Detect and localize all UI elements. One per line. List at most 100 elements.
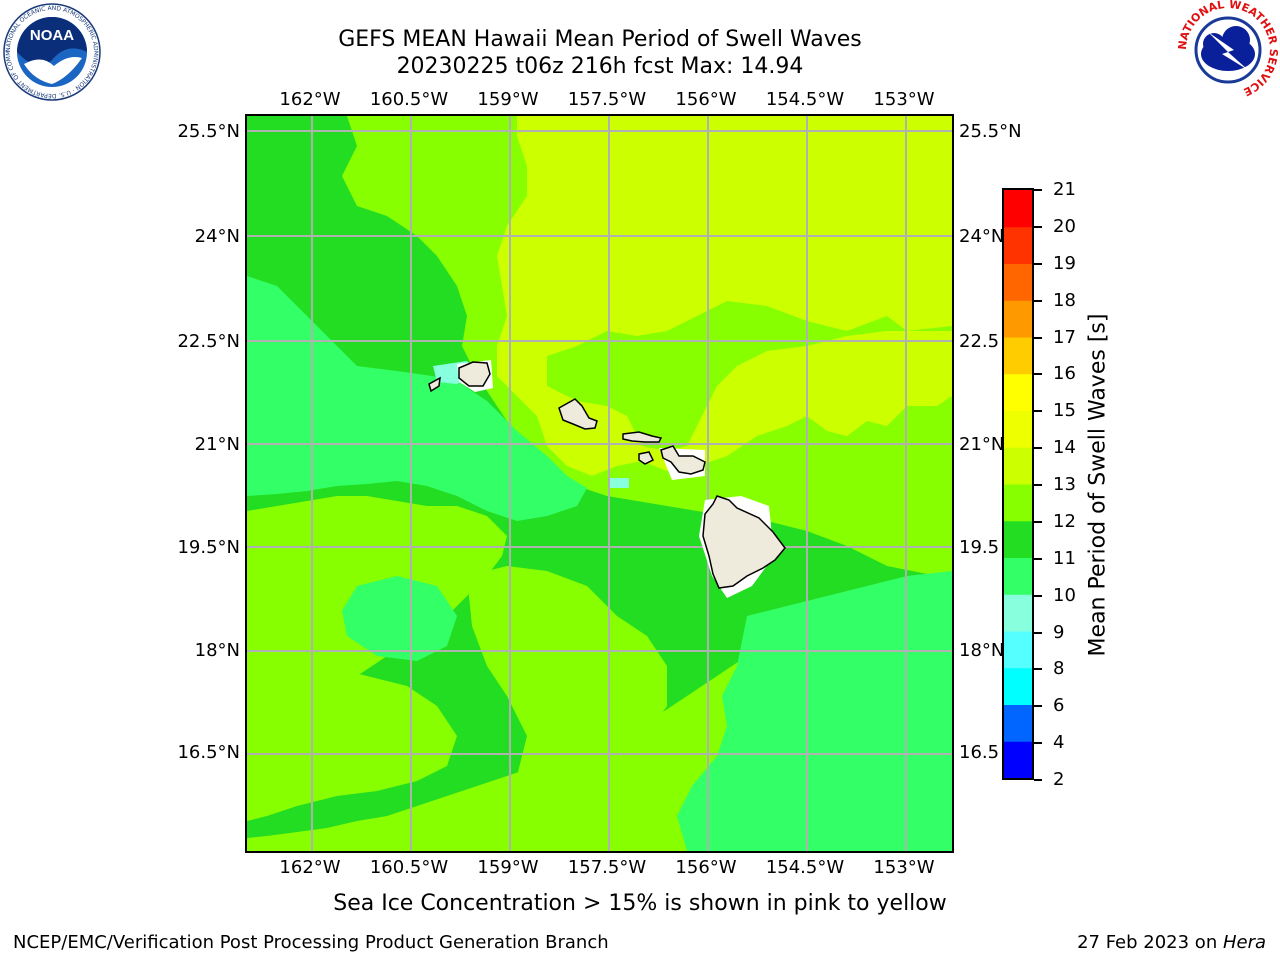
nws-logo: NATIONAL WEATHER SERVICE <box>1178 0 1278 98</box>
lon-label-bottom: 160.5°W <box>369 857 449 878</box>
lat-label-left: 21°N <box>194 434 240 455</box>
footer-date: 27 Feb 2023 on Hera <box>1077 932 1266 953</box>
colorbar-segment <box>1004 667 1032 705</box>
colorbar-tick-label: 8 <box>1053 658 1065 680</box>
colorbar-tick-label: 10 <box>1053 584 1076 606</box>
lon-label-top: 154.5°W <box>765 89 845 110</box>
colorbar-segment <box>1004 631 1032 669</box>
colorbar-tick-label: 12 <box>1053 510 1076 532</box>
colorbar-tick-label: 13 <box>1053 474 1076 495</box>
colorbar-segment <box>1004 741 1032 779</box>
lon-label-top: 156°W <box>675 89 737 110</box>
colorbar-segment <box>1004 300 1032 338</box>
colorbar-scale <box>1004 190 1032 779</box>
lon-label-bottom: 153°W <box>873 857 935 878</box>
colorbar-tick-label: 15 <box>1053 400 1076 422</box>
lon-label-bottom: 154.5°W <box>765 857 845 878</box>
lat-label-right: 19.5 <box>959 537 1000 558</box>
lat-label-left: 22.5°N <box>177 331 240 352</box>
colorbar-tick-mark <box>1034 557 1042 560</box>
colorbar-tick-mark <box>1034 410 1042 413</box>
colorbar-tick-mark <box>1034 594 1042 597</box>
colorbar-tick-label: 18 <box>1053 289 1076 311</box>
colorbar-segment <box>1004 447 1032 485</box>
colorbar-tick-mark <box>1034 447 1042 450</box>
lon-label-bottom: 159°W <box>477 857 539 878</box>
lat-label-right: 16.5 <box>959 742 1000 763</box>
chart-subtitle: 20230225 t06z 216h fcst Max: 14.94 <box>396 54 804 79</box>
lon-label-bottom: 162°W <box>279 857 341 878</box>
swell-period-map <box>247 116 952 851</box>
lat-label-right: 25.5°N <box>959 121 1022 142</box>
island-niihau <box>428 376 441 393</box>
colorbar-tick-label: 9 <box>1053 621 1065 643</box>
colorbar-tick-mark <box>1034 189 1042 191</box>
colorbar-tick-label: 21 <box>1053 179 1076 200</box>
lat-label-right: 21°N <box>959 434 1005 455</box>
colorbar-tick-mark <box>1034 299 1042 302</box>
lat-label-right: 24°N <box>959 226 1005 247</box>
noaa-logo-text: NOAA <box>30 27 74 44</box>
colorbar-segment <box>1004 520 1032 558</box>
hawaiian-islands <box>428 361 786 589</box>
colorbar-tick-label: 16 <box>1053 363 1076 385</box>
island-oahu <box>558 398 598 430</box>
colorbar-tick-label: 6 <box>1053 695 1065 717</box>
lat-label-left: 24°N <box>194 226 240 247</box>
colorbar-tick-mark <box>1034 520 1042 523</box>
colorbar-segment <box>1004 704 1032 742</box>
colorbar-tick-label: 17 <box>1053 326 1076 348</box>
colorbar <box>1002 188 1034 780</box>
colorbar-tick-label: 11 <box>1053 547 1076 569</box>
lon-label-top: 153°W <box>873 89 935 110</box>
island-molokai <box>622 431 663 443</box>
colorbar-tick-mark <box>1034 742 1042 745</box>
colorbar-segment <box>1004 594 1032 632</box>
lat-label-left: 25.5°N <box>177 121 240 142</box>
colorbar-tick-label: 2 <box>1053 769 1065 790</box>
island-lanai <box>638 451 655 465</box>
lat-label-right: 22.5 <box>959 331 1000 352</box>
colorbar-segment <box>1004 226 1032 264</box>
colorbar-label: Mean Period of Swell Waves [s] <box>1085 313 1111 657</box>
lat-label-left: 19.5°N <box>177 537 240 558</box>
lon-label-bottom: 157.5°W <box>567 857 647 878</box>
colorbar-tick-label: 4 <box>1053 732 1065 754</box>
colorbar-segment <box>1004 484 1032 522</box>
colorbar-segment <box>1004 263 1032 301</box>
swell-field-10-11 <box>247 276 587 521</box>
island-kauai <box>458 361 491 387</box>
lon-label-top: 162°W <box>279 89 341 110</box>
colorbar-tick-mark <box>1034 779 1042 781</box>
map-grid <box>247 116 952 851</box>
swell-field-10-11 <box>677 571 952 851</box>
colorbar-tick-mark <box>1034 336 1042 339</box>
lon-label-top: 160.5°W <box>369 89 449 110</box>
colorbar-tick-mark <box>1034 668 1042 671</box>
colorbar-tick-mark <box>1034 373 1042 376</box>
sea-ice-caption: Sea Ice Concentration > 15% is shown in … <box>333 891 947 916</box>
colorbar-tick-mark <box>1034 262 1042 265</box>
colorbar-segment <box>1004 410 1032 448</box>
swell-field-12-13 <box>247 661 457 821</box>
lon-label-top: 157.5°W <box>567 89 647 110</box>
footer-date-text: 27 Feb 2023 on <box>1077 932 1223 953</box>
lon-label-top: 159°W <box>477 89 539 110</box>
swell-field-9-10 <box>609 478 629 488</box>
colorbar-segment <box>1004 557 1032 595</box>
colorbar-tick-label: 19 <box>1053 252 1076 274</box>
colorbar-segment <box>1004 190 1032 228</box>
lat-label-left: 18°N <box>194 640 240 661</box>
colorbar-segment <box>1004 337 1032 375</box>
noaa-logo: NOAA NATIONAL OCEANIC AND ATMOSPHERIC AD… <box>2 2 101 101</box>
island-big-island <box>702 495 786 589</box>
colorbar-tick-label: 20 <box>1053 215 1076 237</box>
colorbar-segment <box>1004 373 1032 411</box>
colorbar-tick-mark <box>1034 705 1042 708</box>
swell-field-10-11 <box>342 576 457 661</box>
lat-label-left: 16.5°N <box>177 742 240 763</box>
map-panel <box>245 114 954 853</box>
colorbar-tick-label: 14 <box>1053 437 1076 459</box>
swell-field-12-13 <box>467 566 667 851</box>
colorbar-tick-mark <box>1034 225 1042 228</box>
